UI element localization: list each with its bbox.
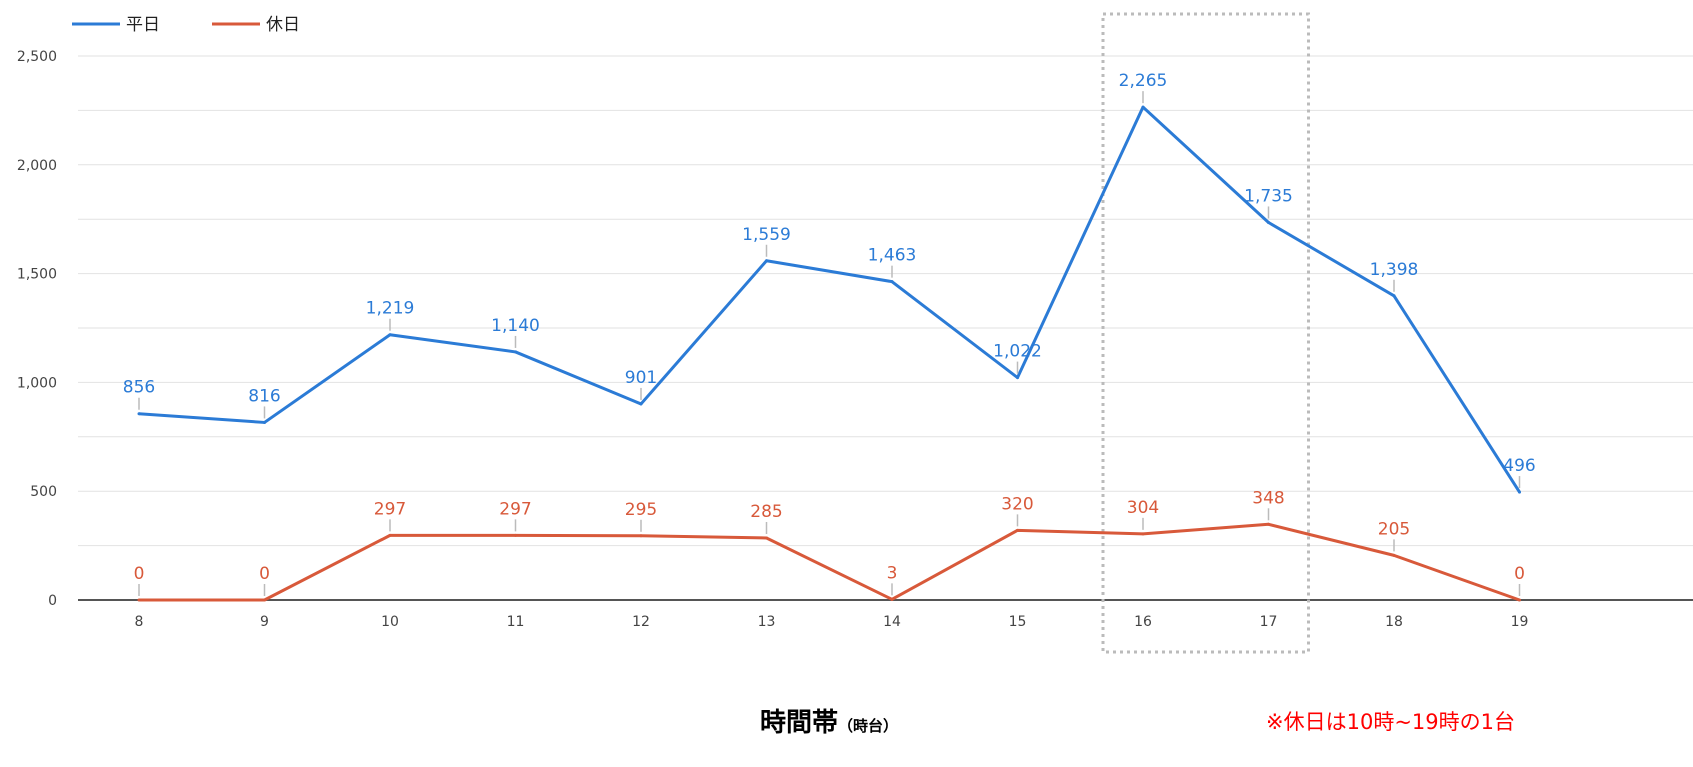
series-line-1 <box>139 522 1521 602</box>
data-label: 1,140 <box>491 316 540 336</box>
x-tick-label: 18 <box>1385 614 1403 630</box>
x-tick-label: 12 <box>632 614 650 630</box>
data-point <box>639 402 643 406</box>
y-tick-label: 1,000 <box>17 375 57 391</box>
x-axis-ticks: 8 9 10 11 12 13 14 15 16 17 18 19 <box>135 614 1529 630</box>
data-label: 348 <box>1252 488 1284 508</box>
data-label: 1,022 <box>993 342 1042 362</box>
data-label: 1,398 <box>1370 260 1419 280</box>
data-label: 320 <box>1001 494 1033 514</box>
y-tick-label: 500 <box>30 484 57 500</box>
data-point <box>263 598 266 602</box>
data-point <box>1518 490 1521 494</box>
data-label: 1,559 <box>742 225 791 245</box>
data-point <box>1267 220 1270 224</box>
data-point <box>1141 105 1145 109</box>
data-point <box>514 533 517 537</box>
data-point <box>1016 376 1019 380</box>
data-label: 1,463 <box>868 246 917 266</box>
data-point <box>1518 598 1521 602</box>
series-lines <box>137 105 1521 602</box>
data-point <box>388 333 392 337</box>
data-label: 297 <box>374 499 406 519</box>
data-label: 2,265 <box>1119 71 1168 91</box>
data-point <box>1392 553 1396 557</box>
data-label: 0 <box>259 564 270 584</box>
x-tick-label: 17 <box>1260 614 1278 630</box>
x-tick-label: 8 <box>135 614 144 630</box>
data-point <box>765 259 768 263</box>
data-label: 901 <box>625 368 657 388</box>
y-axis-ticks: 0 500 1,000 1,500 2,000 2,500 <box>17 49 57 609</box>
x-tick-label: 16 <box>1134 614 1152 630</box>
data-label: 1,735 <box>1244 186 1293 206</box>
data-label: 205 <box>1378 519 1410 539</box>
y-tick-label: 1,500 <box>17 267 57 283</box>
data-point <box>890 597 894 601</box>
data-point <box>263 420 266 424</box>
data-label: 856 <box>123 378 155 398</box>
data-point <box>388 533 392 537</box>
grid-lines <box>78 55 1693 601</box>
data-label: 297 <box>499 499 531 519</box>
x-tick-label: 9 <box>260 614 269 630</box>
data-point <box>1267 522 1270 526</box>
data-label: 0 <box>134 564 145 584</box>
x-tick-label: 14 <box>883 614 901 630</box>
legend-label-0: 平日 <box>126 15 160 35</box>
highlight-box <box>1101 12 1310 654</box>
data-label: 1,219 <box>366 299 415 319</box>
x-tick-label: 15 <box>1009 614 1027 630</box>
data-point <box>1141 532 1145 536</box>
data-point <box>1016 528 1019 532</box>
data-label: 285 <box>750 502 782 522</box>
data-label: 304 <box>1127 498 1159 518</box>
data-label: 496 <box>1503 456 1535 476</box>
x-axis-label: 時間帯 <box>760 708 839 738</box>
legend: 平日 休日 <box>72 15 300 35</box>
x-tick-label: 11 <box>507 614 525 630</box>
series-line-0 <box>138 105 1521 493</box>
y-tick-label: 2,000 <box>17 158 57 174</box>
data-label: 816 <box>248 386 280 406</box>
x-axis-unit: （時台） <box>838 717 899 735</box>
data-point <box>1392 294 1396 298</box>
data-point <box>514 350 517 354</box>
footnote: ※休日は10時~19時の1台 <box>1266 710 1515 734</box>
y-tick-label: 2,500 <box>17 49 57 65</box>
legend-label-1: 休日 <box>266 15 300 35</box>
data-point <box>137 598 141 602</box>
data-label: 3 <box>887 563 898 583</box>
data-point <box>639 534 643 538</box>
data-point <box>890 280 894 284</box>
data-label: 0 <box>1514 564 1525 584</box>
data-label: 295 <box>625 500 657 520</box>
y-tick-label: 0 <box>48 593 57 609</box>
x-tick-label: 13 <box>758 614 776 630</box>
data-point <box>137 412 141 416</box>
x-axis-title: 時間帯（時台） <box>760 702 898 739</box>
x-tick-label: 10 <box>381 614 399 630</box>
data-labels: 856 816 1,219 1,140 901 1,559 1,463 1,022 2,265 1… <box>123 71 1536 596</box>
data-point <box>765 536 768 540</box>
x-tick-label: 19 <box>1511 614 1529 630</box>
